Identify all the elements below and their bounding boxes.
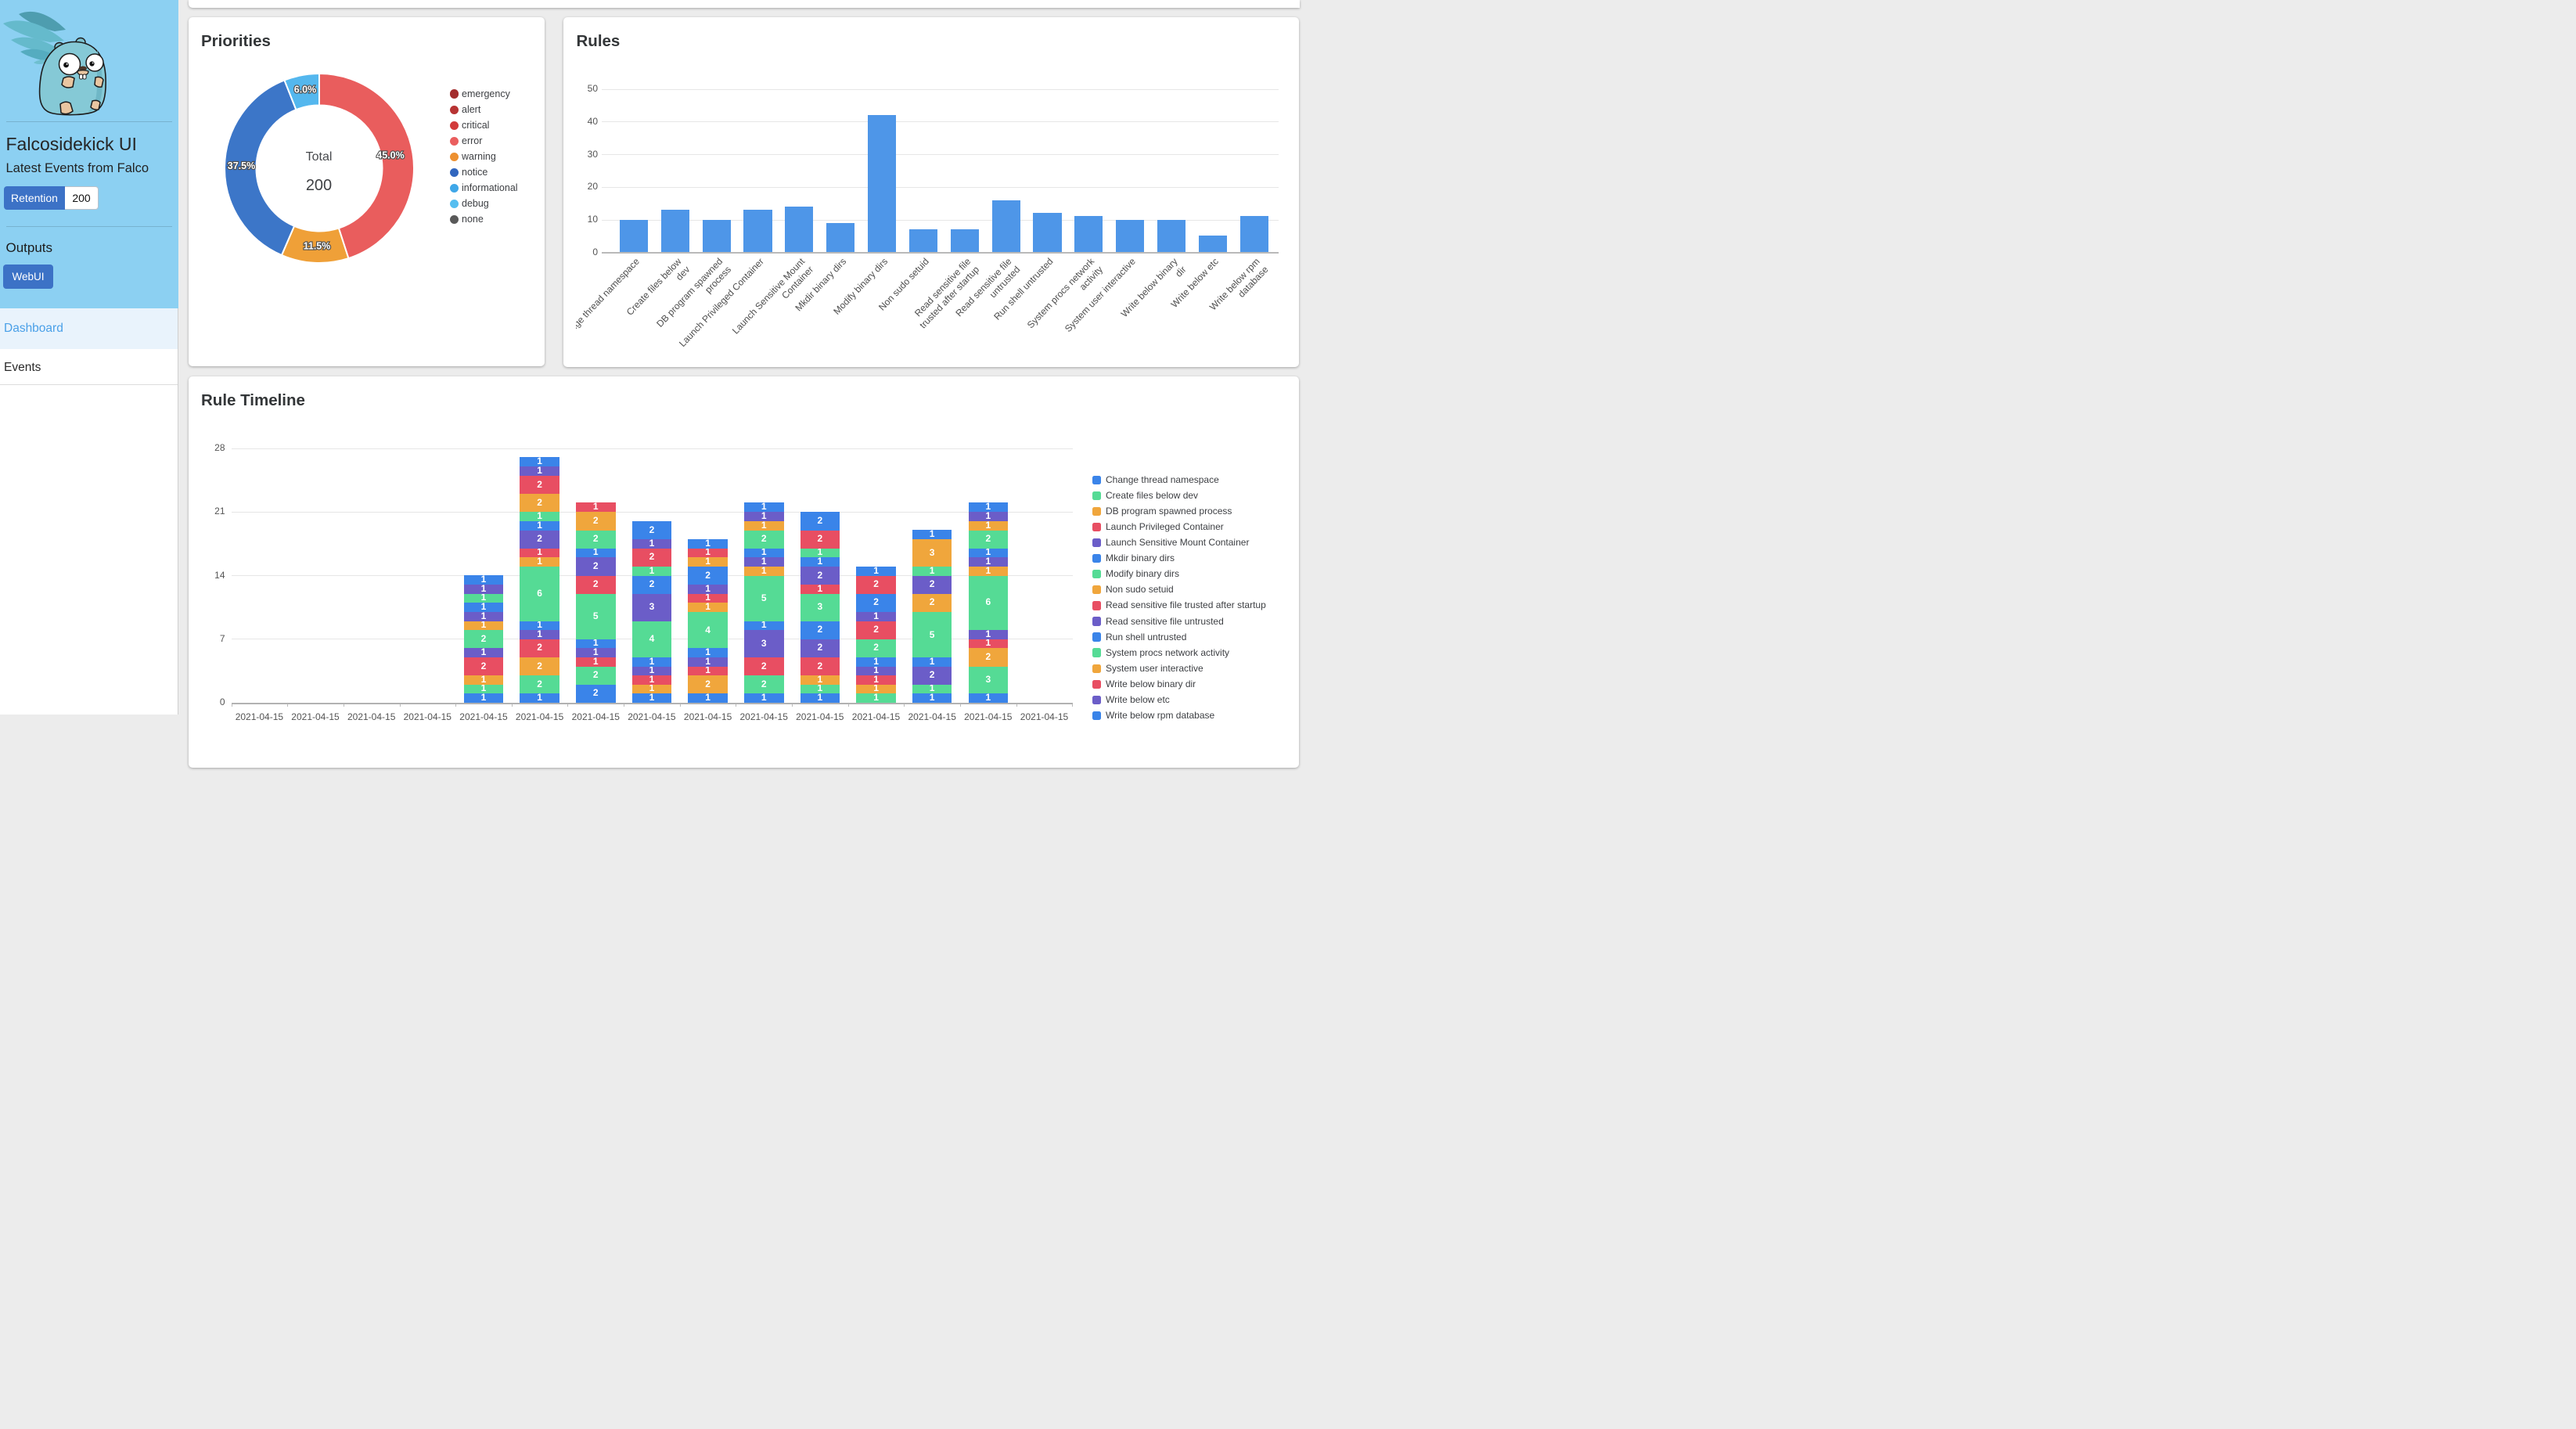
svg-text:11.5%: 11.5% xyxy=(303,240,330,251)
svg-text:37.5%: 37.5% xyxy=(227,160,254,171)
svg-text:45.0%: 45.0% xyxy=(376,149,404,160)
svg-text:6.0%: 6.0% xyxy=(293,84,316,95)
